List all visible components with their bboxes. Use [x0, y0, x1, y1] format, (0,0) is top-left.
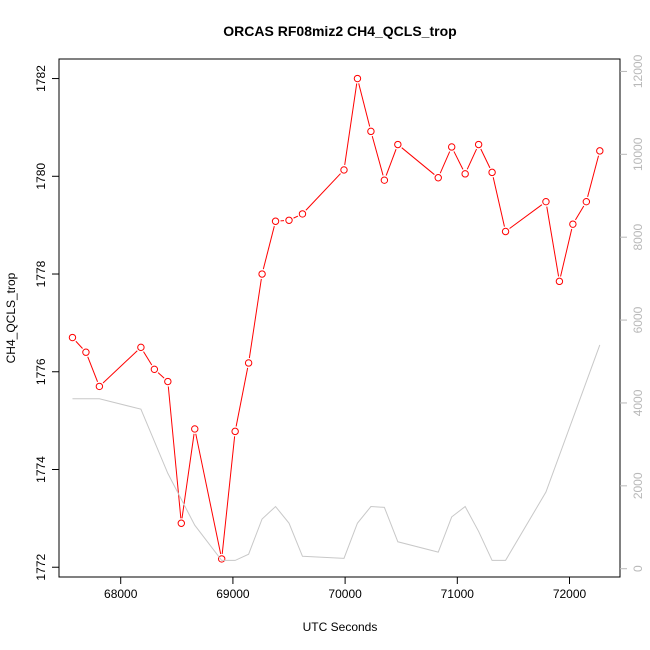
series-line-segment — [560, 228, 573, 277]
data-point — [501, 227, 510, 236]
chart-title: ORCAS RF08miz2 CH4_QCLS_trop — [223, 23, 456, 39]
data-point — [474, 140, 483, 149]
series-line-segment — [466, 148, 477, 170]
series-line-segment — [235, 367, 249, 427]
data-point — [164, 377, 172, 386]
data-point — [244, 359, 253, 367]
series-line-segment — [358, 83, 371, 127]
data-point — [394, 140, 402, 149]
y2-tick-label: 10000 — [631, 137, 645, 171]
data-point — [353, 74, 362, 83]
x-tick-label: 71000 — [441, 587, 475, 601]
series-line-segment — [262, 225, 275, 270]
y2-tick-label: 4000 — [631, 389, 645, 416]
data-point — [177, 519, 185, 527]
series-line-segment — [195, 433, 222, 555]
series-line-segment — [221, 436, 236, 554]
series-line-segment — [453, 151, 464, 170]
series-line-segment — [167, 386, 182, 519]
series-line-segment — [157, 372, 165, 379]
data-point — [137, 343, 145, 352]
series-line-segment — [305, 173, 341, 211]
plot-frame — [58, 58, 621, 578]
data-point — [488, 168, 496, 177]
y2-tick-label: 6000 — [631, 306, 645, 333]
y2-tick-label: 0 — [631, 565, 645, 572]
data-point — [271, 217, 280, 225]
y2-tick-label: 12000 — [631, 54, 645, 88]
series-line-segment — [575, 205, 585, 221]
x-axis-label: UTC Seconds — [303, 620, 378, 634]
y-axis-left: 1772 1774 1776 1778 1780 1782 — [34, 65, 59, 581]
data-point — [340, 166, 348, 174]
data-point — [258, 270, 266, 278]
x-tick-label: 69000 — [216, 587, 250, 601]
series-line-segment — [143, 351, 153, 366]
data-point — [555, 277, 564, 286]
series-line-segment — [371, 136, 384, 176]
y2-tick-label: 2000 — [631, 472, 645, 499]
series-line-segment — [248, 278, 262, 359]
data-point — [231, 427, 239, 436]
y-axis-right: 0 2000 4000 6000 8000 10000 12000 — [620, 54, 645, 572]
y-tick-label: 1772 — [34, 554, 48, 581]
y-axis-label: CH4_QCLS_trop — [4, 272, 18, 363]
series-line-segment — [75, 340, 83, 349]
series-line-segment — [546, 206, 560, 277]
data-point — [569, 220, 577, 228]
data-point — [596, 147, 604, 155]
data-point — [217, 555, 226, 563]
x-tick-label: 70000 — [328, 587, 362, 601]
data-point — [82, 348, 90, 356]
secondary-series-line — [72, 344, 601, 561]
data-point — [298, 210, 307, 218]
x-tick-label: 68000 — [104, 587, 138, 601]
series-line-segment — [587, 155, 600, 197]
y-tick-label: 1780 — [34, 163, 48, 190]
data-point — [434, 174, 442, 182]
series-line-segment — [401, 147, 435, 175]
data-point — [367, 127, 375, 136]
series-line-segment — [509, 204, 543, 229]
y2-tick-label: 8000 — [631, 224, 645, 251]
y-tick-label: 1776 — [34, 358, 48, 385]
series-line-segment — [181, 433, 195, 519]
x-tick-label: 72000 — [553, 587, 587, 601]
data-point — [285, 216, 293, 224]
series-group — [68, 74, 604, 563]
y-tick-label: 1782 — [34, 65, 48, 92]
series-line-segment — [385, 149, 397, 176]
data-point — [582, 197, 591, 206]
series-line-segment — [102, 350, 138, 384]
series-line-segment — [87, 356, 99, 382]
data-point — [68, 333, 77, 342]
data-point — [191, 425, 199, 433]
data-point — [542, 197, 550, 206]
series-line-segment — [492, 177, 505, 227]
data-point — [95, 382, 104, 391]
series-line-segment — [480, 148, 491, 169]
series-line-segment — [293, 215, 299, 219]
series-line-segment — [344, 83, 358, 166]
y-tick-label: 1778 — [34, 260, 48, 287]
y-tick-label: 1774 — [34, 456, 48, 483]
data-point — [150, 365, 159, 374]
x-axis: 68000 69000 70000 71000 72000 — [104, 577, 587, 601]
series-line-segment — [439, 151, 451, 174]
data-point — [461, 170, 469, 178]
data-point — [380, 176, 389, 184]
data-point — [448, 143, 456, 151]
